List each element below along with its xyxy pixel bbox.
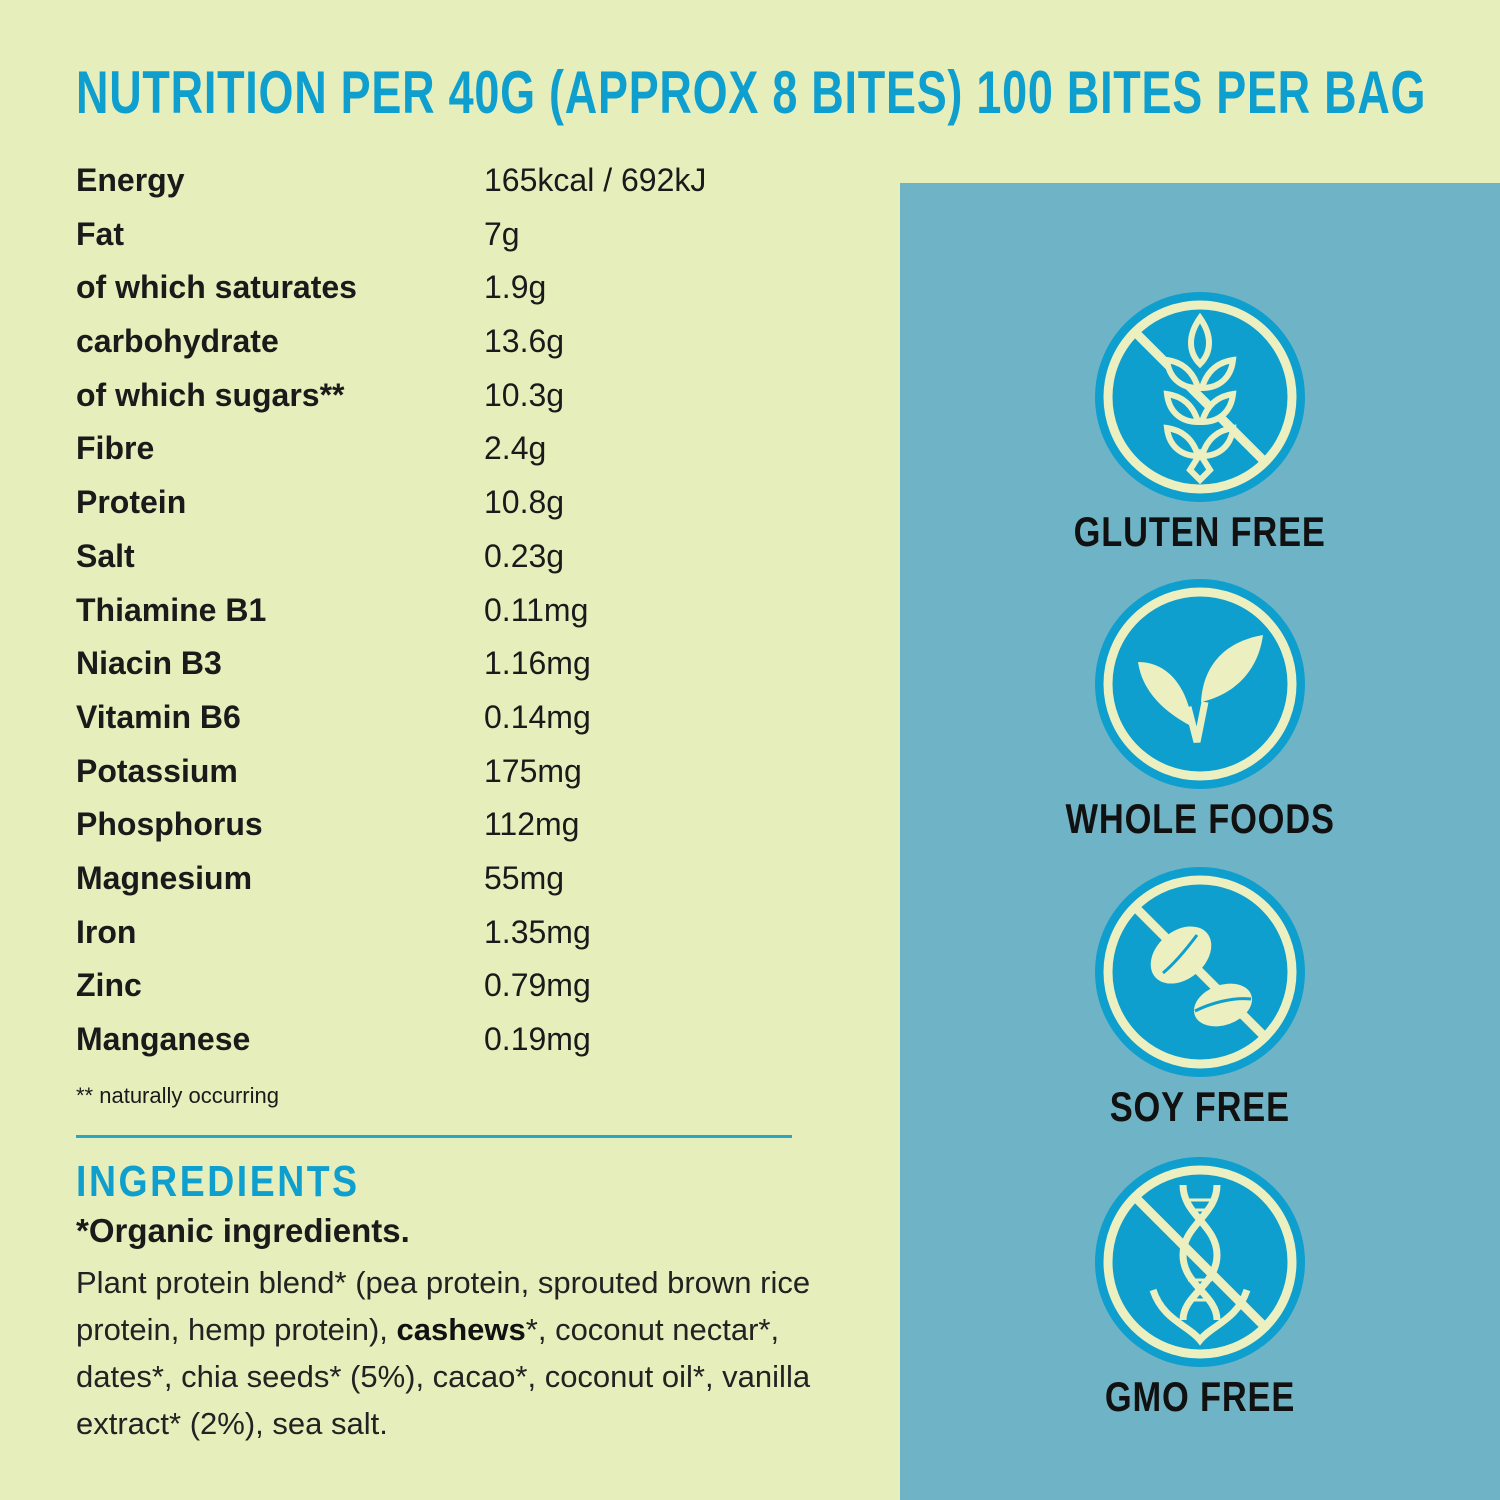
nutrient-value: 0.14mg [484,698,591,735]
nutrient-label: Protein [76,484,187,521]
badge-gmo-free: GMO FREE [900,1155,1500,1421]
ingredients-text-part: Plant protein blend* (pea protein, sprou… [76,1265,811,1347]
nutrient-value: 2.4g [484,430,547,467]
ingredients-heading: INGREDIENTS [76,1157,360,1206]
page-title: NUTRITION PER 40G (APPROX 8 BITES) 100 B… [76,59,1427,126]
nutrient-value: 13.6g [484,323,565,360]
nutrient-value: 1.16mg [484,645,591,682]
nutrient-label: Manganese [76,1021,251,1057]
ingredients-text: Plant protein blend* (pea protein, sprou… [76,1259,836,1447]
nutrient-value: 0.19mg [484,1021,591,1057]
no-wheat-icon [1095,292,1305,502]
nutrient-label: Thiamine B1 [76,591,267,628]
nutrient-value: 175mg [484,752,582,789]
divider [76,1135,792,1138]
no-gmo-icon [1095,1157,1305,1367]
nutrient-value: 10.8g [484,484,565,521]
badge-label: SOY FREE [1109,1083,1291,1130]
nutrient-value: 0.79mg [484,967,591,1004]
badges-panel: GLUTEN FREE WHOLE FOODS SOY FREE [900,183,1500,1500]
nutrient-label: carbohydrate [76,323,279,360]
ingredients-text-part: *, coconut nectar*, dates*, chia seeds* … [76,1312,811,1441]
nutrient-label: Iron [76,913,137,950]
no-soy-icon [1095,867,1305,1077]
nutrient-label: Fibre [76,430,155,467]
nutrient-value: 165kcal / 692kJ [484,162,707,198]
nutrient-value: 0.23g [484,537,565,574]
badge-soy-free: SOY FREE [900,865,1500,1131]
nutrient-value: 7g [484,215,520,252]
ingredients-bold-cashews: cashews [396,1312,526,1347]
badge-gluten-free: GLUTEN FREE [900,290,1500,556]
badge-label: GMO FREE [1104,1373,1296,1420]
footnote: ** naturally occurring [76,1083,279,1108]
nutrient-label: Niacin B3 [76,645,222,682]
badge-label: GLUTEN FREE [1073,508,1327,555]
leaf-icon [1095,579,1305,789]
nutrient-label: of which sugars** [76,376,345,413]
badge-whole-foods: WHOLE FOODS [900,577,1500,843]
nutrient-label: Phosphorus [76,806,263,843]
nutrient-label: of which saturates [76,269,357,306]
nutrient-label: Salt [76,537,135,574]
nutrient-value: 0.11mg [484,591,589,628]
nutrient-label: Zinc [76,967,142,1004]
nutrient-label: Fat [76,215,124,252]
nutrient-label: Potassium [76,752,238,789]
nutrient-value: 1.9g [484,269,547,306]
badge-label: WHOLE FOODS [1065,795,1335,842]
nutrient-value: 112mg [484,806,580,843]
nutrient-label: Energy [76,162,185,198]
nutrient-label: Magnesium [76,859,253,896]
nutrient-value: 1.35mg [484,913,591,950]
nutrient-value: 10.3g [484,376,565,413]
nutrient-value: 55mg [484,859,565,896]
nutrient-label: Vitamin B6 [76,698,241,735]
ingredients-subheading: *Organic ingredients. [76,1212,410,1249]
